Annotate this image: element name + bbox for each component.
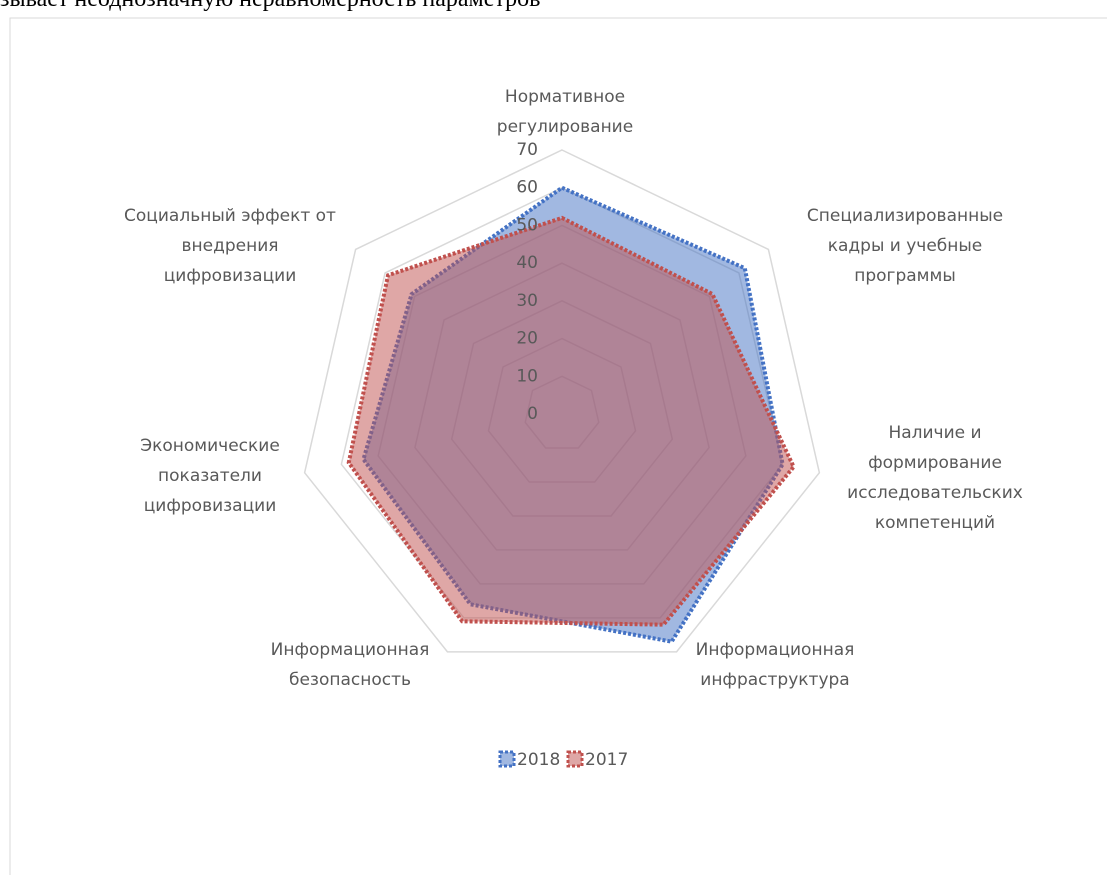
axis-tick-label: 10 xyxy=(516,366,538,386)
category-label: Информационная xyxy=(271,640,430,660)
category-label: Экономические xyxy=(140,436,280,456)
document-text: зывает неоднозначную неравномерность пар… xyxy=(0,0,540,13)
category-label: инфраструктура xyxy=(700,670,849,690)
axis-tick-label: 60 xyxy=(516,178,538,198)
legend-swatch xyxy=(498,750,516,768)
category-label: компетенций xyxy=(875,513,995,533)
legend-swatch xyxy=(566,750,584,768)
grid-line xyxy=(303,149,821,653)
category-label: цифровизации xyxy=(144,496,277,516)
category-label: кадры и учебные xyxy=(828,236,983,256)
category-label: внедрения xyxy=(182,236,279,256)
axis-tick-label: 50 xyxy=(516,215,538,235)
legend-label: 2017 xyxy=(585,750,628,770)
category-label: Нормативное xyxy=(505,87,625,107)
category-label: Информационная xyxy=(696,640,855,660)
axis-tick-label: 20 xyxy=(516,329,538,349)
axis-tick-label: 40 xyxy=(516,253,538,273)
axis-tick-label: 70 xyxy=(516,140,538,160)
category-label: формирование xyxy=(868,453,1002,473)
category-label: безопасность xyxy=(289,670,411,690)
category-label: цифровизации xyxy=(164,266,297,286)
category-label: Наличие и xyxy=(888,423,981,443)
series-area xyxy=(346,215,796,627)
category-label: Специализированные xyxy=(807,206,1003,226)
legend-label: 2018 xyxy=(517,750,560,770)
category-label: показатели xyxy=(158,466,262,486)
category-label: программы xyxy=(854,266,956,286)
axis-tick-label: 30 xyxy=(516,291,538,311)
category-label: Социальный эффект от xyxy=(124,206,336,226)
axis-tick-label: 0 xyxy=(527,404,538,424)
category-label: исследовательских xyxy=(847,483,1023,503)
category-label: регулирование xyxy=(497,117,633,137)
